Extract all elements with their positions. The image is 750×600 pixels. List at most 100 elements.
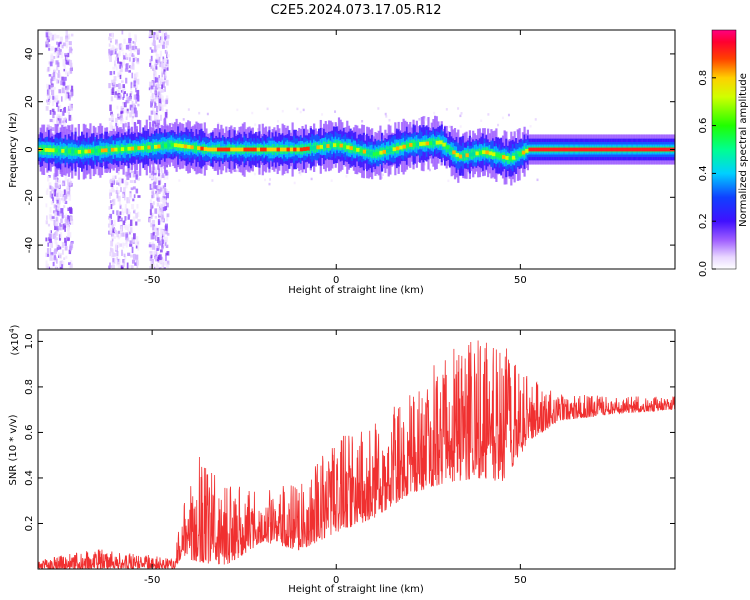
spectrogram-speckle	[151, 194, 154, 199]
spectrogram-speckle	[120, 62, 123, 68]
spectrogram-speckle	[59, 109, 63, 113]
spectrogram-speckle	[60, 218, 63, 223]
spectrogram-speckle	[156, 44, 159, 51]
spectrogram-speckle	[129, 65, 134, 70]
spectrogram-core-cell	[140, 145, 145, 150]
spectrogram-x-tick-label: -50	[144, 275, 160, 286]
spectrogram-speckle	[152, 65, 156, 71]
spectrogram-speckle	[236, 108, 239, 112]
spectrogram-speckle	[53, 56, 56, 59]
spectrogram-core-cell	[349, 146, 354, 151]
spectrogram-core-cell	[475, 151, 479, 156]
spectrogram-speckle	[159, 39, 162, 46]
spectrogram-speckle	[119, 61, 122, 65]
spectrogram-speckle	[109, 262, 111, 268]
spectrogram-speckle	[109, 178, 113, 183]
spectrogram-speckle	[163, 175, 166, 180]
spectrogram-speckle	[116, 187, 118, 192]
spectrogram-core-cell	[84, 149, 88, 154]
spectrogram-core-cell	[528, 147, 532, 152]
spectrogram-speckle	[149, 59, 152, 65]
spectrogram-speckle	[165, 59, 169, 66]
spectrogram-speckle	[149, 174, 151, 179]
spectrogram-core-cell	[319, 144, 324, 149]
spectrogram-speckle	[166, 65, 169, 71]
spectrogram-speckle	[121, 48, 124, 52]
spectrogram-speckle	[251, 111, 254, 115]
spectrogram-speckle	[48, 233, 52, 240]
spectrogram-speckle	[61, 242, 65, 247]
spectrogram-speckle	[58, 74, 62, 81]
spectrogram-core-cell	[644, 147, 648, 152]
spectrogram-speckle	[46, 176, 50, 182]
snr-y-tick-label: 0.2	[24, 516, 35, 532]
spectrogram-speckle	[112, 224, 114, 229]
spectrogram-speckle	[151, 184, 155, 189]
spectrogram-speckle	[164, 86, 166, 92]
spectrogram-speckle	[48, 182, 52, 189]
spectrogram-speckle	[47, 43, 51, 48]
spectrogram-core-cell	[293, 147, 297, 152]
spectrogram-speckle	[64, 118, 67, 124]
spectrogram-speckle	[65, 186, 70, 192]
spectrogram-speckle	[155, 190, 158, 195]
spectrogram-speckle	[65, 193, 68, 199]
spectrogram-core-cell	[216, 147, 221, 152]
spectrogram-speckle	[165, 223, 168, 229]
spectrogram-core-cell	[515, 154, 519, 158]
spectrogram-speckle	[163, 198, 166, 204]
spectrogram-speckle	[160, 249, 163, 253]
spectrogram-speckle	[114, 94, 117, 98]
spectrogram-speckle	[121, 232, 125, 237]
spectrogram-speckle	[132, 63, 135, 70]
spectrogram-speckle	[487, 113, 490, 116]
spectrogram-speckle	[61, 224, 63, 231]
colorbar-frame	[711, 29, 737, 270]
spectrogram-speckle	[117, 171, 120, 175]
spectrogram-speckle	[123, 91, 125, 99]
spectrogram-speckle	[150, 188, 154, 193]
spectrogram-speckle	[150, 222, 153, 228]
spectrogram-speckle	[119, 211, 122, 215]
spectrogram-speckle	[137, 103, 140, 107]
spectrogram-core-cell	[435, 140, 440, 145]
spectrogram-speckle	[131, 72, 134, 79]
spectrogram-speckle	[158, 39, 161, 43]
spectrogram-speckle	[54, 230, 58, 236]
spectrogram-speckle	[126, 208, 129, 215]
spectrogram-speckle	[162, 193, 165, 197]
spectrogram-speckle	[133, 107, 137, 114]
spectrogram-speckle	[507, 113, 510, 117]
spectrogram-core-cell	[631, 147, 635, 152]
spectrogram-core-cell	[47, 148, 52, 152]
spectrogram-speckle	[66, 179, 69, 186]
spectrogram-speckle	[157, 227, 160, 231]
spectrogram-speckle	[118, 215, 122, 219]
spectrogram-speckle	[125, 122, 127, 128]
spectrogram-speckle	[116, 89, 118, 95]
spectrogram-speckle	[127, 197, 131, 204]
spectrogram-speckle	[121, 117, 124, 122]
spectrogram-core-cell	[167, 143, 171, 148]
snr-x-tick-label: 50	[514, 575, 527, 586]
spectrogram-speckle	[159, 50, 162, 56]
spectrogram-speckle	[129, 243, 133, 247]
spectrogram-speckle	[129, 180, 133, 183]
spectrogram-speckle	[276, 120, 279, 123]
spectrogram-speckle	[116, 242, 120, 249]
spectrogram-speckle	[160, 204, 163, 210]
spectrogram-speckle	[123, 38, 126, 44]
spectrogram-speckle	[384, 112, 387, 116]
spectrogram-speckle	[148, 115, 152, 121]
spectrogram-speckle	[61, 76, 64, 81]
spectrogram-speckle	[59, 261, 63, 268]
spectrogram-speckle	[135, 72, 139, 78]
spectrogram-speckle	[133, 94, 137, 100]
spectrogram-speckle	[155, 66, 158, 70]
spectrogram-speckle	[70, 246, 72, 252]
spectrogram-speckle	[121, 249, 123, 257]
spectrogram-speckle	[155, 51, 158, 56]
spectrogram-speckle	[109, 227, 113, 234]
spectrogram-speckle	[67, 215, 71, 222]
spectrogram-speckle	[166, 34, 170, 41]
